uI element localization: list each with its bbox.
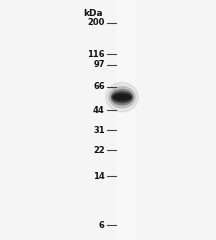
Ellipse shape (113, 93, 131, 101)
Text: 44: 44 (93, 106, 105, 115)
Text: kDa: kDa (83, 9, 103, 18)
Text: 6: 6 (99, 221, 105, 230)
Text: 14: 14 (93, 172, 105, 181)
Text: 31: 31 (93, 126, 105, 135)
Text: 116: 116 (87, 50, 105, 59)
Ellipse shape (114, 95, 130, 100)
Ellipse shape (112, 91, 132, 103)
Text: 97: 97 (93, 60, 105, 69)
Ellipse shape (106, 83, 138, 112)
Text: 22: 22 (93, 146, 105, 155)
Ellipse shape (116, 96, 128, 99)
Text: 200: 200 (87, 18, 105, 27)
Ellipse shape (109, 87, 135, 108)
Ellipse shape (111, 89, 133, 105)
Text: 66: 66 (93, 82, 105, 91)
Bar (116, 0, 134, 240)
